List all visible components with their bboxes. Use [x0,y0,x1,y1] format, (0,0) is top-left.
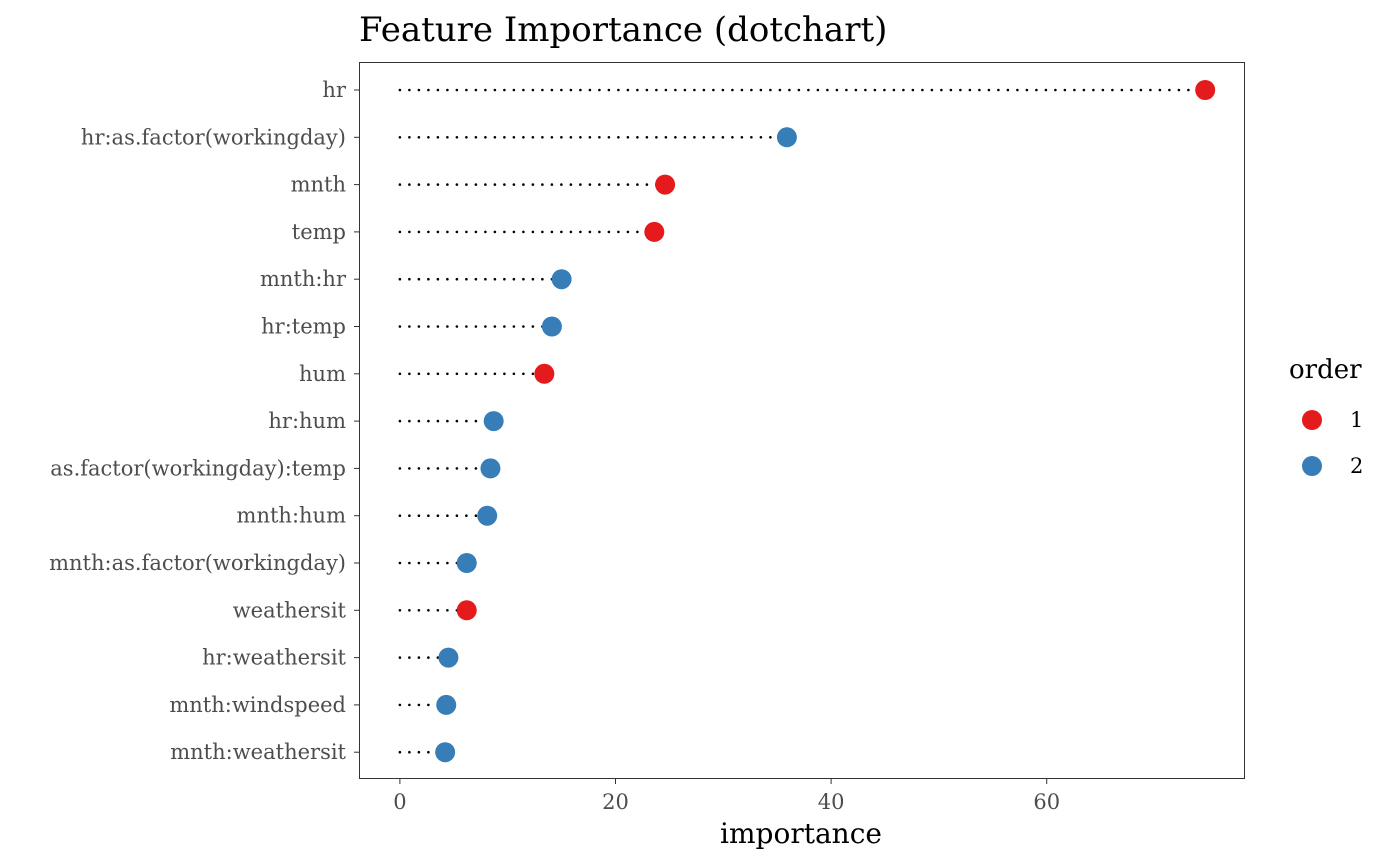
data-point [541,316,562,337]
y-tick-label: mnth:as.factor(workingday) [49,551,346,575]
legend-items: 12 [1302,408,1363,478]
legend-title: order [1289,355,1362,385]
data-point [655,174,676,195]
data-point [551,269,572,290]
y-tick-label: hr:weathersit [202,646,346,670]
y-tick-label: mnth:hr [260,267,347,291]
y-tick-label: mnth:windspeed [169,693,346,717]
plot-panel-border [359,62,1245,779]
legend-label: 2 [1350,454,1363,478]
y-tick-label: mnth [291,173,346,197]
data-point [477,505,498,526]
x-tick-label: 0 [393,790,406,814]
legend: order 12 [1289,355,1363,478]
legend-key [1302,456,1322,476]
data-point [456,553,477,573]
y-tick-label: temp [292,220,346,244]
data-point [483,411,504,432]
data-point [438,647,459,668]
y-tick-label: hr [322,78,347,102]
y-tick-label: hr:as.factor(workingday) [81,125,346,149]
x-tick-label: 40 [818,790,845,814]
data-point [480,458,501,479]
dot-rows [398,80,1216,763]
data-point [436,694,457,715]
chart-title: Feature Importance (dotchart) [359,10,887,50]
data-point [534,363,555,384]
y-tick-label: weathersit [233,598,347,622]
x-tick-label: 20 [602,790,629,814]
y-tick-label: hr:hum [268,409,346,433]
data-point [1195,80,1216,100]
y-tick-label: hum [299,362,346,386]
y-axis: hr hr:as.factor(workingday) mnth temp mnth:h… [49,78,360,764]
data-point [435,742,456,763]
x-axis: 0 20 40 60 [393,778,1060,814]
y-tick-label: mnth:weathersit [170,740,346,764]
legend-label: 1 [1350,408,1363,432]
y-tick-label: as.factor(workingday):temp [50,456,346,480]
data-point [456,600,477,621]
x-tick-label: 60 [1033,790,1060,814]
legend-key [1302,410,1322,430]
data-point [644,221,665,242]
x-axis-title: importance [720,817,882,850]
y-tick-label: mnth:hum [237,504,347,528]
y-tick-label: hr:temp [261,315,346,339]
data-point [776,127,797,148]
